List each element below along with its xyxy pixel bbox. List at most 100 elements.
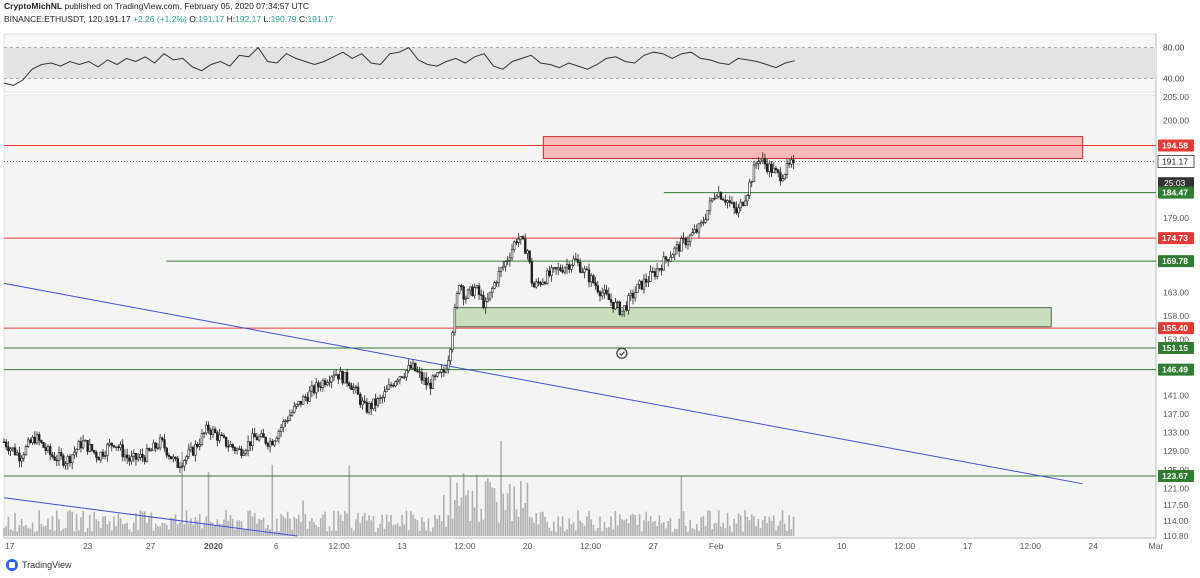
volume-bar [592,525,595,536]
volume-bar [728,525,731,536]
volume-bar [669,518,672,536]
volume-bar [157,526,159,536]
candle [539,282,542,285]
volume-bar [522,508,524,536]
volume-bar [170,517,172,536]
candle [343,372,347,384]
volume-bar [84,531,87,536]
level-price-label: 155.40 [1162,323,1188,333]
candle [447,360,450,370]
candle [394,381,397,387]
volume-bar [539,512,542,536]
volume-bar [643,520,645,536]
volume-bar [493,488,496,536]
candle [145,448,149,462]
volume-bar [75,514,78,536]
volume-bar [678,518,680,536]
volume-bar [720,526,722,536]
volume-bar [434,514,436,536]
volume-bar [500,441,502,536]
candle [44,447,47,451]
volume-bar [513,486,516,536]
volume-bar [429,531,432,536]
candle [156,447,160,449]
volume-bar [548,527,551,536]
time-tick-label: 23 [83,541,93,551]
volume-bar [621,519,623,536]
volume-bar [185,510,188,536]
candle [785,162,789,175]
candle [385,388,388,393]
candle [460,285,463,287]
candle [273,440,276,446]
volume-bar [564,531,566,536]
candle [495,282,498,284]
price-tick-label: 125.00 [1163,465,1189,475]
volume-bar [537,524,540,536]
candle [559,267,562,271]
volume-bar [438,515,441,536]
volume-bar [102,516,104,536]
candle [524,238,527,254]
symbol-label[interactable]: BINANCE:ETHUSDT, 120 [4,14,103,24]
candle [202,432,206,435]
candle [123,454,127,458]
candle [583,268,586,273]
volume-bar [748,520,751,536]
candle [574,258,578,261]
candle [378,397,382,400]
candle [95,452,98,458]
volume-bar [608,527,610,536]
candle [231,444,234,448]
candle [658,268,661,270]
volume-bar [183,523,186,536]
candle [207,424,210,431]
volume-bar [698,530,700,536]
volume-bar [634,515,636,536]
volume-bar [161,522,164,536]
candle [337,374,340,380]
volume-bar [425,530,428,536]
volume-bar [106,524,109,536]
volume-bar [403,524,406,536]
volume-bar [559,526,562,536]
rsi-band [4,47,1156,79]
candle [81,440,85,449]
time-axis[interactable]: 17 23 27 2020 6 12:00 13 12:00 20 12:00 27 Feb 5 10 12… [5,541,1163,551]
candle [620,310,624,316]
volume-bar [271,464,274,536]
price-tick-label: 141.00 [1163,390,1189,400]
volume-bar [212,522,214,536]
candle [9,448,12,452]
candle [462,286,465,300]
volume-bar [203,522,205,536]
candle [636,283,639,293]
volume-bar [227,520,230,536]
candle [702,221,705,224]
volume-bar [550,531,553,536]
volume-bar [629,515,632,536]
candle [97,457,100,461]
volume-bar [462,473,465,536]
volume-bar [284,518,287,536]
candle [774,167,778,171]
volume-bar [625,518,628,536]
candle [227,445,230,448]
volume-bar [414,518,417,536]
candle [664,256,668,260]
volume-bar [706,510,709,536]
volume-bar [733,518,735,536]
candle [682,237,685,240]
author-name[interactable]: CryptoMichNL [4,1,63,11]
level-price-label: 184.47 [1162,188,1188,198]
tradingview-brand[interactable]: TradingView [6,559,72,571]
volume-bar [69,510,71,536]
candle [79,441,83,449]
candle [255,436,259,441]
volume-bar [374,531,377,536]
candle [86,440,89,452]
candle [508,257,512,261]
volume-bar [273,531,276,536]
